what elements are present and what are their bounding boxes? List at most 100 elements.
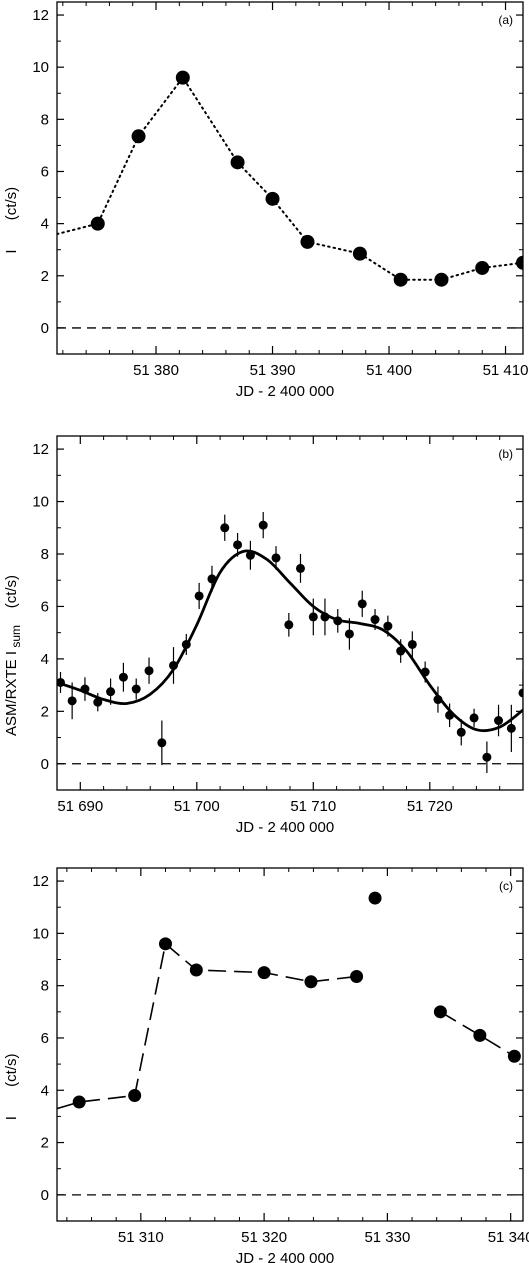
data-point — [271, 553, 281, 563]
data-point — [258, 520, 268, 530]
y-axis-label: I (ct/s) — [3, 187, 20, 254]
data-point — [473, 1028, 487, 1042]
y-axis-label: I (ct/s) — [3, 1054, 20, 1121]
y-tick-label: 12 — [32, 7, 49, 24]
y-tick-label: 6 — [41, 598, 49, 615]
data-point — [90, 216, 105, 231]
y-tick-label: 4 — [41, 651, 49, 668]
x-axis-label: JD - 2 400 000 — [236, 383, 334, 400]
y-tick-label: 10 — [32, 59, 49, 76]
data-point — [80, 684, 90, 694]
data-point — [57, 677, 65, 687]
x-axis-label: JD - 2 400 000 — [236, 819, 334, 836]
panel-label: (c) — [499, 879, 513, 893]
y-tick-label: 6 — [41, 163, 49, 180]
panel-label: (a) — [498, 13, 513, 27]
panel-a: 0 2 4 6 8 10 12 51 380 51 390 51 400 51 410 (a) JD -… — [3, 1, 529, 400]
data-point — [344, 629, 354, 639]
y-tick-label: 4 — [41, 1082, 49, 1099]
x-axis-label: JD - 2 400 000 — [236, 1250, 334, 1263]
data-point — [494, 716, 504, 726]
data-point — [157, 738, 167, 748]
data-point — [352, 246, 367, 261]
y-tick-label: 6 — [41, 1030, 49, 1047]
data-point — [475, 260, 490, 275]
data-point — [118, 672, 128, 682]
data-point — [245, 550, 255, 560]
data-point — [207, 574, 217, 584]
data-point — [308, 612, 318, 622]
y-tick-label: 12 — [32, 873, 49, 890]
data-point — [194, 591, 204, 601]
data-point — [433, 1005, 447, 1019]
data-point — [516, 255, 523, 270]
data-point — [370, 615, 380, 625]
data-point — [158, 937, 172, 951]
y-tick-label: 2 — [41, 1135, 49, 1152]
data-point — [304, 975, 318, 989]
data-point — [350, 970, 364, 984]
data-point — [144, 666, 154, 676]
data-point — [181, 639, 191, 649]
y-tick-label: 8 — [41, 978, 49, 995]
x-tick-label: 51 320 — [241, 1229, 287, 1246]
data-point — [128, 1088, 142, 1102]
x-tick-label: 51 410 — [483, 362, 529, 379]
data-point — [295, 563, 305, 573]
y-tick-label: 0 — [41, 756, 49, 773]
data-point — [233, 540, 243, 550]
data-point — [175, 70, 190, 85]
data-point — [284, 620, 294, 630]
y-tick-label: 4 — [41, 216, 49, 233]
series-line — [439, 1011, 515, 1057]
panel-c: 0 2 4 6 8 10 12 51 310 51 320 51 330 51 340 (c) JD -… — [3, 867, 529, 1263]
series-line — [57, 75, 523, 281]
data-point — [93, 697, 103, 707]
x-tick-label: 51 390 — [250, 362, 296, 379]
y-tick-label: 0 — [41, 320, 49, 337]
plot-frame — [56, 867, 524, 1222]
data-point — [469, 713, 479, 723]
data-point — [518, 688, 523, 698]
x-tick-label: 51 690 — [57, 798, 103, 815]
y-tick-label: 2 — [41, 268, 49, 285]
x-tick-label: 51 710 — [290, 798, 336, 815]
data-point — [131, 684, 141, 694]
x-tick-label: 51 400 — [366, 362, 412, 379]
data-point — [445, 710, 455, 720]
data-point — [434, 272, 449, 287]
data-point — [257, 966, 271, 980]
x-tick-label: 51 700 — [174, 798, 220, 815]
data-point — [357, 599, 367, 609]
y-tick-label: 8 — [41, 111, 49, 128]
series-line — [57, 942, 357, 1110]
data-point — [189, 963, 203, 977]
data-point — [383, 621, 393, 631]
y-tick-label: 10 — [32, 925, 49, 942]
y-tick-label: 2 — [41, 703, 49, 720]
y-tick-label: 10 — [32, 494, 49, 511]
panel-b: 0 2 4 6 8 10 12 51 690 51 700 51 710 51 720 (b) JD -… — [3, 435, 524, 836]
data-point — [506, 723, 516, 733]
x-tick-label: 51 340 — [488, 1229, 529, 1246]
data-point — [67, 696, 77, 706]
data-point — [220, 523, 230, 533]
x-tick-label: 51 310 — [118, 1229, 164, 1246]
data-point — [507, 1049, 521, 1063]
data-point — [230, 155, 245, 170]
data-point — [396, 646, 406, 656]
data-point — [265, 191, 280, 206]
y-tick-label: 0 — [41, 1187, 49, 1204]
data-point — [482, 752, 492, 762]
data-point — [169, 660, 178, 670]
y-tick-label: 8 — [41, 546, 49, 563]
data-point — [393, 272, 408, 287]
data-point — [456, 727, 466, 737]
x-tick-label: 51 380 — [133, 362, 179, 379]
x-tick-label: 51 720 — [407, 798, 453, 815]
data-point — [368, 891, 382, 905]
data-point — [106, 687, 116, 697]
y-axis-label: ASM/RXTE I sum (ct/s) — [3, 575, 23, 736]
data-point — [72, 1095, 86, 1109]
